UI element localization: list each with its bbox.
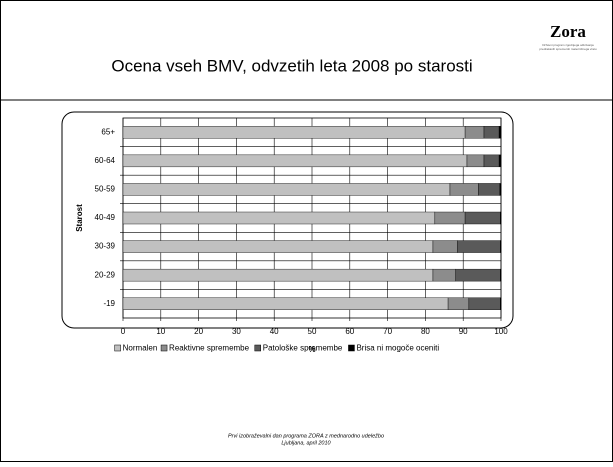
legend-label: Reaktivne spremembe [169, 344, 250, 353]
bar-segment [500, 211, 502, 225]
y-tick-label: 65+ [101, 127, 115, 136]
legend-label: Patološke spremembe [263, 344, 343, 353]
bar-segment [498, 126, 502, 139]
bar-segment [122, 268, 434, 282]
bar-segment [483, 126, 500, 139]
x-axis-label: % [308, 345, 315, 354]
legend-swatch [348, 344, 355, 352]
legend-swatch [254, 344, 261, 352]
bar-segment [455, 268, 501, 282]
footer-line: Ljubljana, april 2010 [281, 440, 331, 446]
legend-label: Brisa ni mogoče oceniti [356, 344, 439, 353]
bar-segment [500, 297, 502, 310]
bar-segment [464, 126, 485, 139]
bar-segment [478, 183, 501, 196]
legend-swatch [114, 344, 121, 352]
bar-segment [464, 211, 501, 225]
x-tick-label: 20 [194, 327, 203, 336]
bar-segment [500, 240, 502, 253]
footer-line: Prvi izobraževalni dan programa ZORA z m… [228, 433, 384, 439]
x-tick-label: 10 [156, 327, 165, 336]
bar-segment [447, 297, 470, 310]
y-tick-label: 50-59 [95, 185, 116, 194]
y-tick-label: 60-64 [95, 156, 116, 165]
bar-segment [498, 154, 502, 168]
x-tick-label: 40 [270, 327, 279, 336]
bar-segment [483, 154, 500, 168]
bar-segment [500, 268, 502, 282]
slide-title: Ocena vseh BMV, odvzetih leta 2008 po st… [111, 56, 472, 75]
bar-segment [468, 297, 501, 310]
bar-segment [122, 211, 436, 225]
y-tick-label: 40-49 [95, 213, 116, 222]
legend-label: Normalen [123, 344, 158, 353]
y-tick-label: 20-29 [95, 270, 116, 279]
y-tick-label: -19 [103, 299, 115, 308]
x-tick-label: 70 [383, 327, 392, 336]
bar-segment [466, 154, 485, 168]
logo-subtitle-box: Državni program zgodnjega odkrivanja pre… [539, 43, 597, 51]
y-tick-label: 30-39 [95, 242, 116, 251]
x-tick-label: 0 [121, 327, 126, 336]
y-axis-label: Starost [75, 204, 84, 232]
x-tick-label: 100 [494, 327, 508, 336]
bar-segment [122, 240, 434, 253]
bar-segment [432, 268, 456, 282]
logo-subtitle: Državni program zgodnjega odkrivanja pre… [539, 43, 597, 51]
bar-segment [432, 240, 458, 253]
logo: Zora [550, 22, 586, 41]
x-tick-label: 50 [308, 327, 317, 336]
x-tick-label: 90 [459, 327, 468, 336]
bar-segment [122, 297, 449, 310]
x-tick-label: 30 [232, 327, 241, 336]
legend-swatch [160, 344, 168, 352]
x-tick-label: 80 [421, 327, 430, 336]
x-tick-label: 60 [345, 327, 354, 336]
bar-segment [457, 240, 501, 253]
bar-segment [122, 126, 466, 139]
bar-segment [122, 154, 468, 168]
bar-segment [449, 183, 479, 196]
bar-segment [122, 183, 451, 196]
bar-segment [434, 211, 466, 225]
bar-segment [499, 183, 502, 196]
